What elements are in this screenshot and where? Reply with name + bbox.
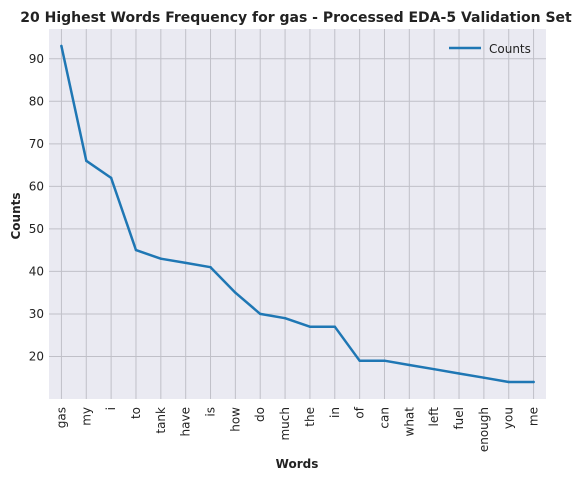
data-point bbox=[383, 360, 385, 362]
data-point bbox=[309, 326, 311, 328]
data-point bbox=[110, 177, 112, 179]
x-tick-label: is bbox=[204, 407, 218, 417]
x-tick-labels: gas my i to tank have is how do much the in of can wha… bbox=[54, 406, 540, 452]
data-point bbox=[433, 368, 435, 370]
x-tick-label: to bbox=[129, 407, 143, 419]
x-tick-label: fuel bbox=[452, 407, 466, 430]
data-point bbox=[184, 262, 186, 264]
x-tick-label: left bbox=[427, 407, 441, 427]
x-tick-label: much bbox=[278, 407, 292, 441]
y-tick-labels: 20 30 40 50 60 70 80 90 bbox=[29, 52, 44, 364]
y-tick-label: 80 bbox=[29, 94, 44, 108]
data-point bbox=[209, 266, 211, 268]
x-tick-label: what bbox=[402, 407, 416, 437]
y-tick-label: 30 bbox=[29, 307, 44, 321]
data-point bbox=[135, 249, 137, 251]
x-tick-label: you bbox=[502, 407, 516, 429]
x-axis-label: Words bbox=[276, 457, 319, 471]
data-point bbox=[483, 377, 485, 379]
x-tick-label: me bbox=[527, 407, 541, 426]
data-point bbox=[60, 45, 62, 47]
x-tick-label: i bbox=[104, 407, 118, 410]
y-tick-label: 20 bbox=[29, 349, 44, 363]
x-tick-label: of bbox=[353, 406, 367, 418]
x-tick-label: can bbox=[377, 407, 391, 429]
x-tick-label: the bbox=[303, 407, 317, 427]
x-tick-label: how bbox=[228, 407, 242, 432]
x-tick-label: tank bbox=[154, 407, 168, 434]
y-tick-label: 70 bbox=[29, 137, 44, 151]
x-tick-label: have bbox=[179, 407, 193, 436]
y-axis-label: Counts bbox=[9, 192, 23, 239]
data-point bbox=[334, 326, 336, 328]
data-point bbox=[259, 313, 261, 315]
y-tick-label: 40 bbox=[29, 264, 44, 278]
y-tick-label: 60 bbox=[29, 179, 44, 193]
data-point bbox=[408, 364, 410, 366]
data-point bbox=[532, 381, 534, 383]
x-tick-label: gas bbox=[54, 407, 68, 428]
data-point bbox=[358, 360, 360, 362]
data-point bbox=[458, 372, 460, 374]
data-point bbox=[85, 160, 87, 162]
legend-label-counts: Counts bbox=[489, 42, 531, 56]
y-tick-label: 50 bbox=[29, 222, 44, 236]
x-tick-label: my bbox=[79, 407, 93, 426]
data-point bbox=[160, 257, 162, 259]
data-point bbox=[234, 291, 236, 293]
y-tick-label: 90 bbox=[29, 52, 44, 66]
x-tick-label: do bbox=[253, 407, 267, 422]
chart-title: 20 Highest Words Frequency for gas - Pro… bbox=[20, 10, 572, 26]
data-point bbox=[284, 317, 286, 319]
data-point bbox=[508, 381, 510, 383]
x-tick-label: in bbox=[328, 407, 342, 418]
x-tick-label: enough bbox=[477, 407, 491, 452]
